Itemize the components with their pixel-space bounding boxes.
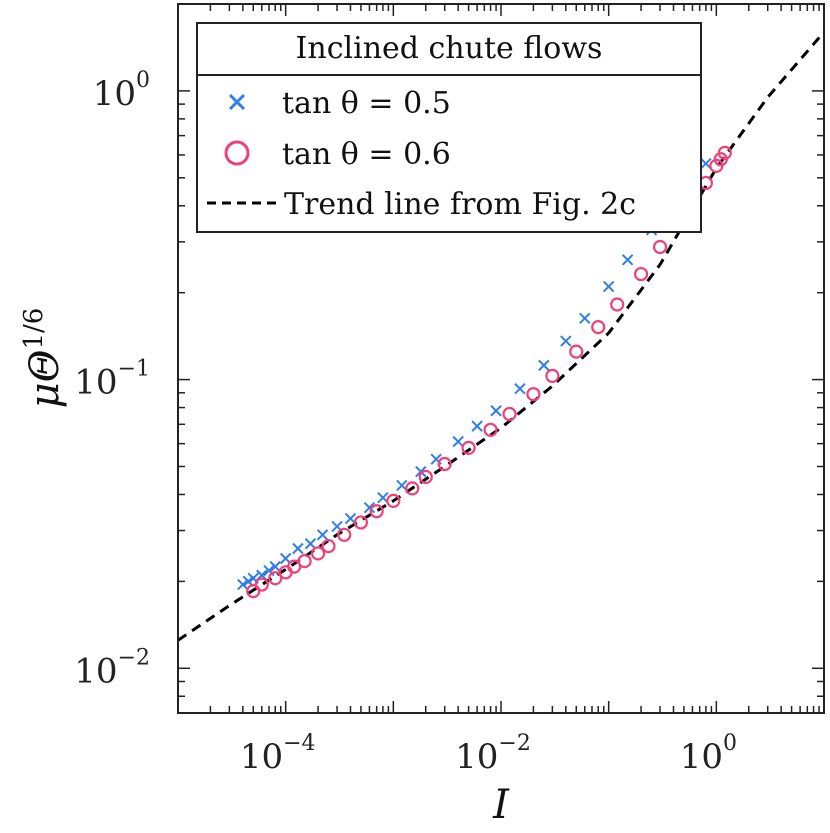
point-circle-marker	[297, 554, 312, 569]
point-x-marker	[602, 280, 615, 293]
point-circle-marker	[483, 422, 498, 437]
point-circle-marker	[652, 239, 668, 255]
x-axis-title: I	[492, 782, 510, 828]
point-x-marker	[344, 512, 357, 525]
point-x-marker	[700, 157, 712, 170]
point-x-marker	[471, 420, 483, 432]
point-circle-marker	[310, 546, 326, 561]
point-x-marker	[560, 335, 572, 347]
point-x-marker	[621, 254, 634, 266]
legend-label-tan06: tan θ = 0.6	[282, 137, 451, 172]
y-tick-label: 10−1	[74, 357, 150, 403]
point-x-marker	[452, 435, 464, 448]
x-tick-label-base: 10	[240, 737, 283, 777]
point-x-marker	[316, 529, 329, 541]
point-x-marker	[396, 479, 408, 492]
y-tick-label: 10−2	[74, 645, 150, 691]
point-circle-marker	[254, 577, 269, 592]
point-x-marker	[304, 538, 317, 550]
point-circle-marker	[268, 571, 283, 586]
point-circle-marker	[717, 145, 732, 160]
x-tick-label-base: 10	[455, 737, 498, 777]
y-tick-label-base: 10	[74, 651, 117, 691]
point-circle-marker	[591, 319, 606, 335]
y-axis-title-exponent: 1/6	[19, 308, 49, 350]
x-tick-label-base: 10	[680, 737, 723, 777]
point-x-marker	[415, 465, 427, 478]
y-tick-label-exponent: 0	[136, 68, 150, 93]
y-tick-label: 100	[93, 68, 150, 114]
point-circle-marker	[337, 527, 352, 542]
y-tick-label-base: 10	[74, 363, 117, 403]
x-tick-label-exponent: −4	[283, 731, 315, 756]
point-circle-marker	[569, 344, 584, 359]
point-circle-marker	[610, 297, 625, 312]
point-circle-marker	[321, 538, 336, 554]
legend-label-trend: Trend line from Fig. 2c	[284, 187, 636, 222]
x-tick-label-exponent: −2	[498, 731, 530, 756]
point-x-marker	[269, 560, 281, 573]
legend: Inclined chute flows tan θ = 0.5 tan θ =…	[196, 22, 702, 233]
y-tick-label-exponent: −2	[118, 645, 150, 670]
point-circle-marker	[418, 469, 433, 485]
point-circle-marker	[526, 387, 541, 402]
legend-marker-x	[228, 93, 246, 111]
point-circle-marker	[353, 515, 369, 530]
point-x-marker	[490, 405, 502, 417]
trend-line-layer	[178, 31, 824, 642]
y-axis-title-base: μΘ	[22, 350, 68, 409]
point-x-marker	[579, 312, 591, 325]
point-x-marker	[514, 382, 526, 395]
point-circle-marker	[386, 493, 401, 509]
x-tick-label: 100	[680, 731, 737, 777]
point-x-marker	[363, 501, 376, 514]
point-circle-marker	[633, 266, 649, 282]
point-circle-marker	[545, 368, 560, 383]
legend-box	[196, 22, 702, 233]
point-circle-marker	[437, 456, 452, 472]
point-circle-marker	[369, 504, 384, 519]
y-tick-label-exponent: −1	[118, 357, 150, 382]
y-axis-title: μΘ1/6	[19, 308, 68, 409]
point-circle-marker	[405, 481, 420, 496]
legend-label-tan05: tan θ = 0.5	[282, 86, 451, 121]
legend-title: Inclined chute flows	[296, 31, 603, 66]
point-x-marker	[538, 359, 550, 372]
svg-text:μΘ1/6: μΘ1/6	[19, 308, 68, 409]
x-tick-label-exponent: 0	[723, 731, 737, 756]
legend-marker-circle	[224, 140, 250, 166]
point-circle-marker	[461, 440, 476, 455]
plot-frame	[177, 3, 825, 714]
point-x-marker	[237, 578, 249, 591]
x-tick-label: 10−4	[240, 731, 316, 777]
y-tick-label-base: 10	[93, 74, 136, 114]
point-x-marker	[292, 542, 304, 555]
trend-line	[178, 31, 824, 642]
point-circle-marker	[502, 406, 517, 422]
x-tick-label: 10−2	[455, 731, 531, 777]
point-x-marker	[377, 491, 389, 504]
x-tick-labels: 10−4 10−2 100	[240, 731, 737, 777]
